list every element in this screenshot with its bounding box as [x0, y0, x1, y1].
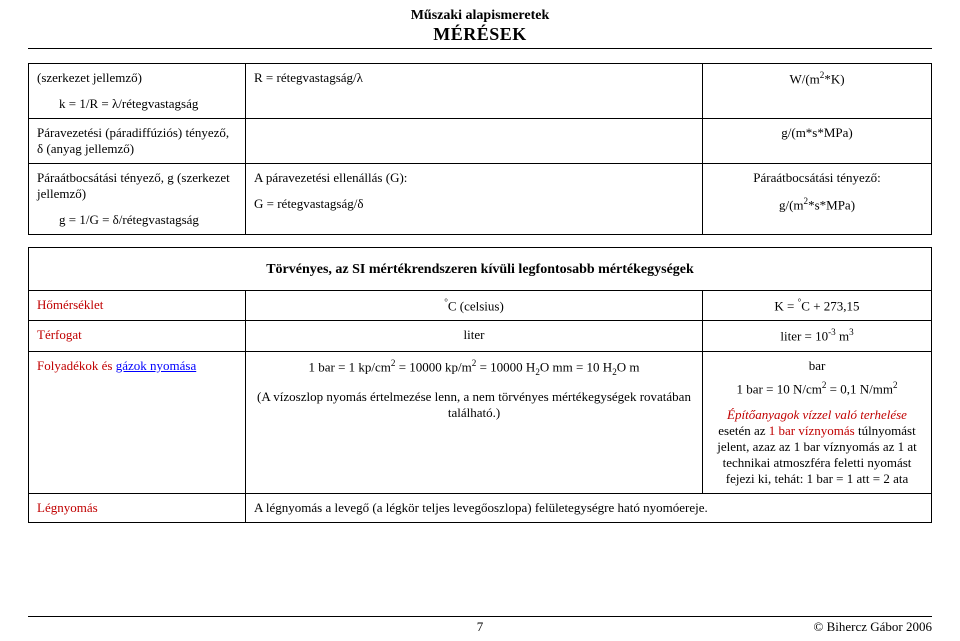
- press-val: bar 1 bar = 10 N/cm2 = 0,1 N/mm2 Építőan…: [703, 351, 932, 493]
- properties-table: (szerkezet jellemző) k = 1/R = λ/rétegva…: [28, 63, 932, 235]
- header-title: MÉRÉSEK: [28, 24, 932, 45]
- r3c3: Páraátbocsátási tényező: g/(m2*s*MPa): [703, 164, 932, 235]
- page-footer: 7 © Bihercz Gábor 2006: [28, 616, 932, 635]
- vol-conv: liter = 10-3 m3: [703, 321, 932, 351]
- gas-pressure-link[interactable]: gázok nyomása: [116, 358, 197, 373]
- units-table: Törvényes, az SI mértékrendszeren kívüli…: [28, 247, 932, 523]
- r1c2: R = rétegvastagság/λ: [246, 64, 703, 119]
- airpress-text: A légnyomás a levegő (a légkör teljes le…: [246, 493, 932, 522]
- r1c3: W/(m2*K): [703, 64, 932, 119]
- section-title-cell: Törvényes, az SI mértékrendszeren kívüli…: [29, 248, 932, 291]
- txt: Páraátbocsátási tényező:: [753, 170, 880, 185]
- vol-label: Térfogat: [29, 321, 246, 351]
- page-number: 7: [477, 619, 484, 635]
- txt: (A vízoszlop nyomás értelmezése lenn, a …: [254, 389, 694, 421]
- section-title: Törvényes, az SI mértékrendszeren kívüli…: [37, 254, 923, 284]
- txt: Folyadékok és: [37, 358, 116, 373]
- temp-label: Hőmérséklet: [29, 291, 246, 321]
- press-label: Folyadékok és gázok nyomása: [29, 351, 246, 493]
- txt: 1 bar víznyomás: [769, 423, 855, 438]
- airpress-label: Légnyomás: [29, 493, 246, 522]
- txt: Páraátbocsátási tényező, g (szerkezet je…: [37, 170, 230, 201]
- txt: k = 1/R = λ/rétegvastagság: [37, 96, 237, 112]
- temp-unit: °C (celsius): [246, 291, 703, 321]
- txt: A páravezetési ellenállás (G):: [254, 170, 407, 185]
- vol-unit: liter: [246, 321, 703, 351]
- r2c2: [246, 119, 703, 164]
- copyright: © Bihercz Gábor 2006: [813, 619, 932, 635]
- header-subject: Műszaki alapismeretek: [28, 8, 932, 24]
- r2c1: Páravezetési (páradiffúziós) tényező, δ …: [29, 119, 246, 164]
- page-header: Műszaki alapismeretek MÉRÉSEK: [28, 8, 932, 49]
- txt: esetén az: [718, 423, 769, 438]
- temp-conv: K = °C + 273,15: [703, 291, 932, 321]
- press-mid: 1 bar = 1 kp/cm2 = 10000 kp/m2 = 10000 H…: [246, 351, 703, 493]
- txt: Építőanyagok vízzel való terhelése: [727, 407, 907, 422]
- r3c1: Páraátbocsátási tényező, g (szerkezet je…: [29, 164, 246, 235]
- txt: (szerkezet jellemző): [37, 70, 142, 85]
- txt: G = rétegvastagság/δ: [254, 196, 694, 212]
- r1c1: (szerkezet jellemző) k = 1/R = λ/rétegva…: [29, 64, 246, 119]
- txt: 1 bar = 10 N/cm2 = 0,1 N/mm2: [711, 380, 923, 397]
- txt: g/(m2*s*MPa): [711, 196, 923, 213]
- txt: g = 1/G = δ/rétegvastagság: [37, 212, 237, 228]
- txt: Építőanyagok vízzel való terhelése eseté…: [711, 407, 923, 487]
- r3c2: A páravezetési ellenállás (G): G = réteg…: [246, 164, 703, 235]
- txt: 1 bar = 1 kp/cm2 = 10000 kp/m2 = 10000 H…: [254, 358, 694, 377]
- r2c3: g/(m*s*MPa): [703, 119, 932, 164]
- txt: bar: [711, 358, 923, 374]
